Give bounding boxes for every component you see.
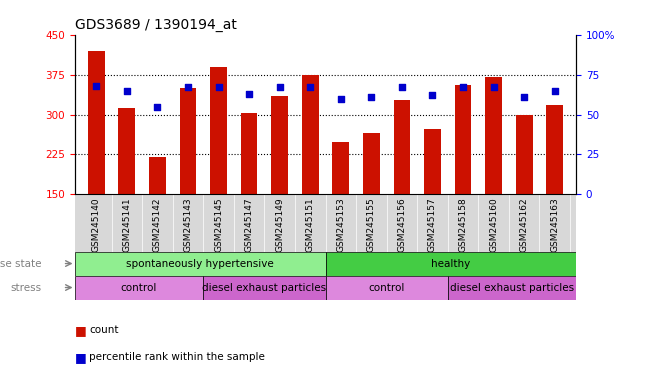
Text: control: control [121, 283, 158, 293]
Bar [363, 133, 380, 194]
Text: healthy: healthy [431, 258, 471, 268]
Bar [210, 66, 227, 194]
Bar [333, 142, 349, 194]
Text: GSM245141: GSM245141 [122, 197, 132, 252]
Bar [326, 276, 448, 300]
Text: diesel exhaust particles: diesel exhaust particles [450, 283, 574, 293]
Point [488, 84, 499, 90]
Text: GSM245160: GSM245160 [489, 197, 498, 252]
Text: GSM245145: GSM245145 [214, 197, 223, 252]
Bar [241, 113, 258, 194]
Point [214, 84, 224, 90]
Bar [180, 88, 197, 194]
Text: diesel exhaust particles: diesel exhaust particles [202, 283, 326, 293]
Text: spontaneously hypertensive: spontaneously hypertensive [126, 258, 274, 268]
Bar [118, 108, 135, 194]
Text: GSM245158: GSM245158 [458, 197, 467, 252]
Point [305, 84, 316, 90]
Point [335, 96, 346, 102]
Text: disease state: disease state [0, 258, 41, 268]
Bar [424, 129, 441, 194]
Text: ■: ■ [75, 324, 90, 337]
Point [244, 91, 255, 97]
Point [122, 88, 132, 94]
Text: GSM245147: GSM245147 [245, 197, 254, 252]
Text: count: count [89, 325, 118, 335]
Bar [485, 77, 502, 194]
Text: GSM245156: GSM245156 [397, 197, 406, 252]
Text: GSM245157: GSM245157 [428, 197, 437, 252]
Text: ■: ■ [75, 351, 90, 364]
Bar [393, 99, 410, 194]
Text: GSM245155: GSM245155 [367, 197, 376, 252]
Point [275, 84, 285, 90]
Text: GSM245143: GSM245143 [184, 197, 193, 252]
Point [427, 92, 437, 98]
Point [366, 94, 376, 100]
Point [91, 83, 102, 89]
Bar [454, 85, 471, 194]
Bar [516, 114, 533, 194]
Text: stress: stress [10, 283, 41, 293]
Point [183, 84, 193, 90]
Text: GSM245163: GSM245163 [550, 197, 559, 252]
Bar [75, 252, 326, 276]
Bar [88, 51, 105, 194]
Bar [302, 74, 318, 194]
Text: GSM245153: GSM245153 [337, 197, 345, 252]
Text: GSM245142: GSM245142 [153, 197, 162, 252]
Bar [546, 105, 563, 194]
Bar [149, 157, 166, 194]
Bar [326, 252, 576, 276]
Point [458, 84, 468, 90]
Text: GSM245151: GSM245151 [306, 197, 314, 252]
Text: percentile rank within the sample: percentile rank within the sample [89, 352, 265, 362]
Text: GSM245149: GSM245149 [275, 197, 284, 252]
Text: GSM245140: GSM245140 [92, 197, 101, 252]
Text: GDS3689 / 1390194_at: GDS3689 / 1390194_at [75, 18, 237, 32]
Point [396, 84, 407, 90]
Point [549, 88, 560, 94]
Bar [271, 96, 288, 194]
Bar [448, 276, 576, 300]
Bar [203, 276, 326, 300]
Text: GSM245162: GSM245162 [519, 197, 529, 252]
Bar [75, 276, 203, 300]
Point [152, 103, 163, 109]
Point [519, 94, 529, 100]
Text: control: control [368, 283, 405, 293]
